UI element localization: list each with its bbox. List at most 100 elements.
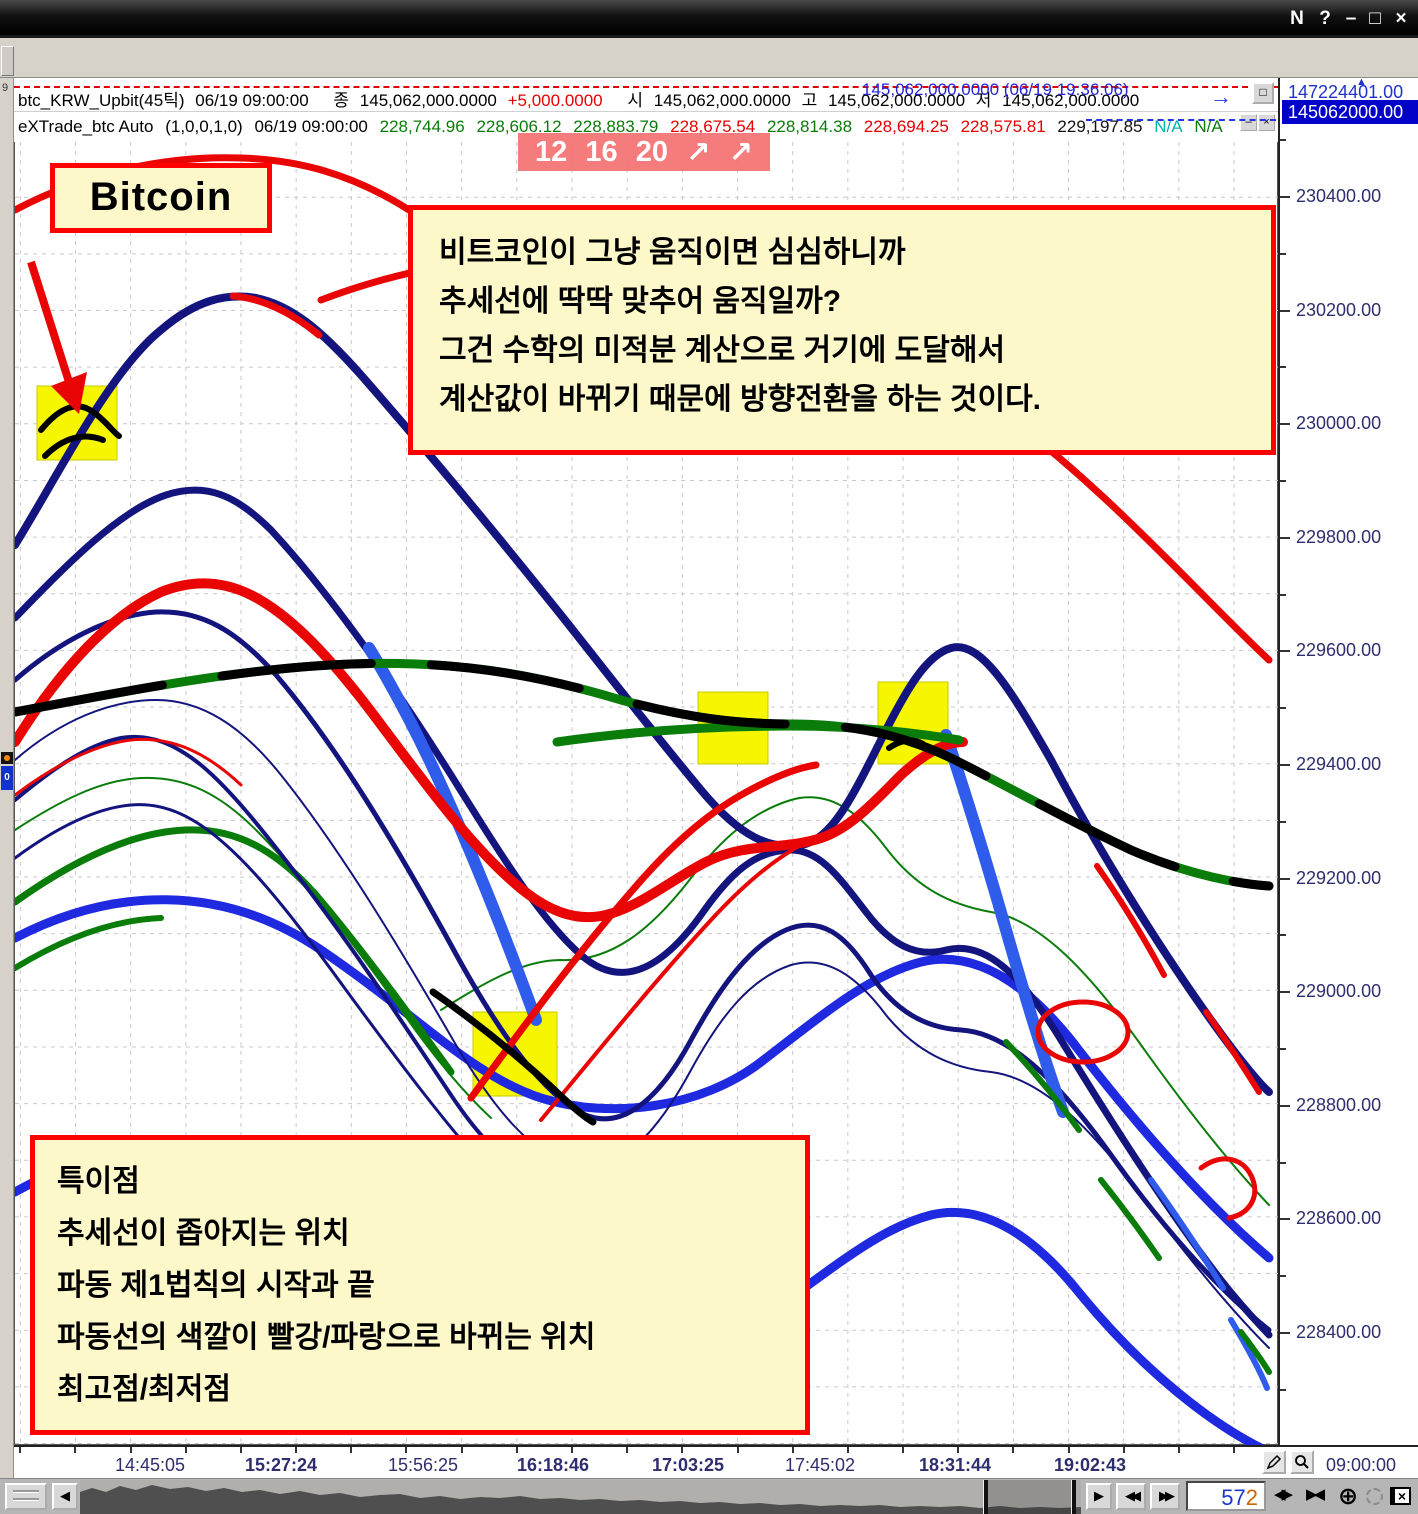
indicator-name: eXTrade_btc Auto [18, 117, 154, 136]
origin-time-label: 09:00:00 [1326, 1455, 1397, 1475]
axis-tick [902, 1447, 905, 1453]
zoom-select-button[interactable] [1290, 1450, 1314, 1474]
indicator-value: 228,675.54 [670, 117, 756, 136]
bitcoin-callout-label[interactable]: Bitcoin [50, 163, 272, 233]
notify-icon[interactable]: N [1290, 8, 1304, 29]
navigator-grip-handle[interactable] [5, 1483, 47, 1510]
time-axis[interactable]: 14:45:05 15:27:24 15:56:25 16:18:46 17:03:25… [14, 1445, 1418, 1478]
volume-silhouette [80, 1485, 1081, 1514]
time-axis-label: 15:56:25 [387, 1455, 459, 1475]
close-icon[interactable]: × [1395, 8, 1407, 29]
time-axis-label: 18:31:44 [918, 1455, 992, 1475]
price-axis-label: 228400.00 [1296, 1322, 1382, 1342]
time-axis-label: 15:27:24 [244, 1455, 318, 1475]
collapse-range-icon[interactable]: ▶◀ [1306, 1486, 1325, 1503]
time-axis-label: 17:45:02 [784, 1455, 856, 1475]
annotation-arrow[interactable] [27, 260, 87, 414]
time-axis-label: 19:02:43 [1053, 1455, 1127, 1475]
zoom-in-icon[interactable]: ⊕ [1338, 1483, 1359, 1510]
indicator-value: 228,814.38 [766, 117, 853, 136]
close-navigator-icon[interactable]: × [1393, 1487, 1411, 1505]
axis-tick [1280, 1218, 1290, 1221]
zoom-out-disabled-icon [1366, 1488, 1383, 1505]
toolbar-band [0, 38, 1418, 78]
annotation-line: 특이점 [57, 1165, 140, 1198]
signal-value: 20 [635, 135, 669, 168]
bar-count-input[interactable]: 572 [1186, 1481, 1266, 1511]
triangle-up-icon: ▲ [1356, 76, 1367, 88]
pencil-icon [1266, 1454, 1282, 1470]
scroll-right-button[interactable]: ▶ [1086, 1483, 1112, 1510]
time-axis-label: 16:18:46 [516, 1455, 590, 1475]
minimize-icon[interactable]: – [1345, 8, 1357, 29]
high-value: 145,062,000.0000 [827, 91, 966, 110]
axis-tick [1280, 423, 1290, 426]
data-overview-strip[interactable] [80, 1480, 1081, 1514]
indicator-datetime: 06/19 09:00:00 [254, 117, 368, 136]
viewport-handle-right[interactable] [1071, 1480, 1076, 1514]
price-axis-label: 230000.00 [1296, 413, 1382, 434]
axis-tick [1280, 309, 1290, 312]
axis-tick [515, 1447, 518, 1453]
axis-tick [1280, 764, 1290, 766]
annotation-box-bottom[interactable]: 특이점 추세선이 좁아지는 위치 파동 제1법칙의 시작과 끝 파동선의 색깔이… [30, 1135, 810, 1435]
indicator-value: 228,575.81 [960, 117, 1046, 136]
price-axis-label: 230200.00 [1296, 299, 1382, 320]
fast-back-button[interactable]: ◀◀ [1116, 1483, 1146, 1510]
pane-splitter-button[interactable] [1, 46, 14, 76]
left-edge-badge[interactable]: 0 [1, 766, 13, 790]
fast-forward-button[interactable]: ▶▶ [1150, 1483, 1180, 1510]
change-value: +5,000.0000 [507, 91, 603, 110]
current-price-tag: 145062000.00 [1282, 100, 1418, 124]
high-label: 고 [801, 91, 818, 110]
axis-tick [1067, 1447, 1070, 1453]
help-icon[interactable]: ? [1319, 8, 1331, 29]
pane-minimize-button[interactable]: – [1240, 114, 1257, 131]
axis-tick [736, 1447, 739, 1453]
axis-tick [1280, 480, 1286, 482]
maximize-icon[interactable]: □ [1369, 8, 1381, 29]
title-bar: N ? – □ × [0, 0, 1418, 38]
axis-tick [1280, 1161, 1286, 1164]
axis-tick [791, 1447, 794, 1453]
axis-tick [19, 1447, 22, 1453]
axis-tick [1280, 877, 1290, 880]
pane-restore-button[interactable]: □ [1252, 82, 1274, 104]
annotation-line: 계산값이 바뀌기 때문에 방향전환을 하는 것이다. [439, 383, 1042, 416]
axis-tick [184, 1447, 187, 1453]
annotation-line: 파동 제1법칙의 시작과 끝 [57, 1269, 375, 1302]
axis-tick [1280, 1048, 1286, 1050]
annotation-box-top[interactable]: 비트코인이 그냥 움직이면 심심하니까 추세선에 딱딱 맞추어 움직일까? 그건… [408, 205, 1276, 455]
quote-datetime: 06/19 09:00:00 [195, 91, 309, 110]
signal-value: 12 [535, 135, 568, 168]
price-axis[interactable]: 147224401.00 ▲ 145062000.00 230400.00 230… [1278, 76, 1418, 1445]
annotation-line: 그건 수학의 미적분 계산으로 거기에 도달해서 [439, 334, 1006, 367]
viewport-handle-left[interactable] [983, 1480, 988, 1514]
price-axis-label: 229000.00 [1296, 981, 1382, 1002]
drawing-tool-icon[interactable] [1, 752, 13, 764]
clipped-label: 9 [2, 82, 9, 94]
annotation-line: 추세선이 좁아지는 위치 [57, 1217, 350, 1250]
axis-tick [1122, 1447, 1125, 1453]
scroll-left-button[interactable]: ◀ [52, 1483, 78, 1510]
axis-tick [1280, 1275, 1286, 1278]
pane-close-button[interactable]: × [1258, 114, 1275, 131]
axis-tick [405, 1447, 408, 1453]
arrow-up-right-icon: ↗ [686, 136, 711, 169]
axis-tick [1280, 366, 1286, 369]
indicator-header-row: eXTrade_btc Auto (1,0,0,1,0) 06/19 09:00… [14, 112, 1278, 142]
left-margin-strip: 9 0 [0, 78, 14, 1478]
expand-range-icon[interactable]: ◀▶ [1274, 1486, 1293, 1503]
annotation-line: 비트코인이 그냥 움직이면 심심하니까 [439, 236, 906, 269]
indicator-value: N/A [1194, 117, 1223, 136]
chart-navigator-bar: ◀ ▶ ◀◀ ▶▶ 572 ◀▶ ▶◀ ⊕ ✚ × [0, 1478, 1418, 1514]
time-axis-label: 17:03:25 [651, 1455, 725, 1475]
price-alert-line-red [14, 86, 1278, 88]
axis-tick [1280, 196, 1290, 198]
axis-tick [1280, 650, 1290, 653]
axis-tick [1177, 1447, 1180, 1453]
viewport-region[interactable] [988, 1480, 1076, 1514]
open-value: 145,062,000.0000 [653, 91, 791, 110]
draw-tool-button[interactable] [1262, 1450, 1286, 1474]
signal-value: 16 [585, 135, 618, 168]
